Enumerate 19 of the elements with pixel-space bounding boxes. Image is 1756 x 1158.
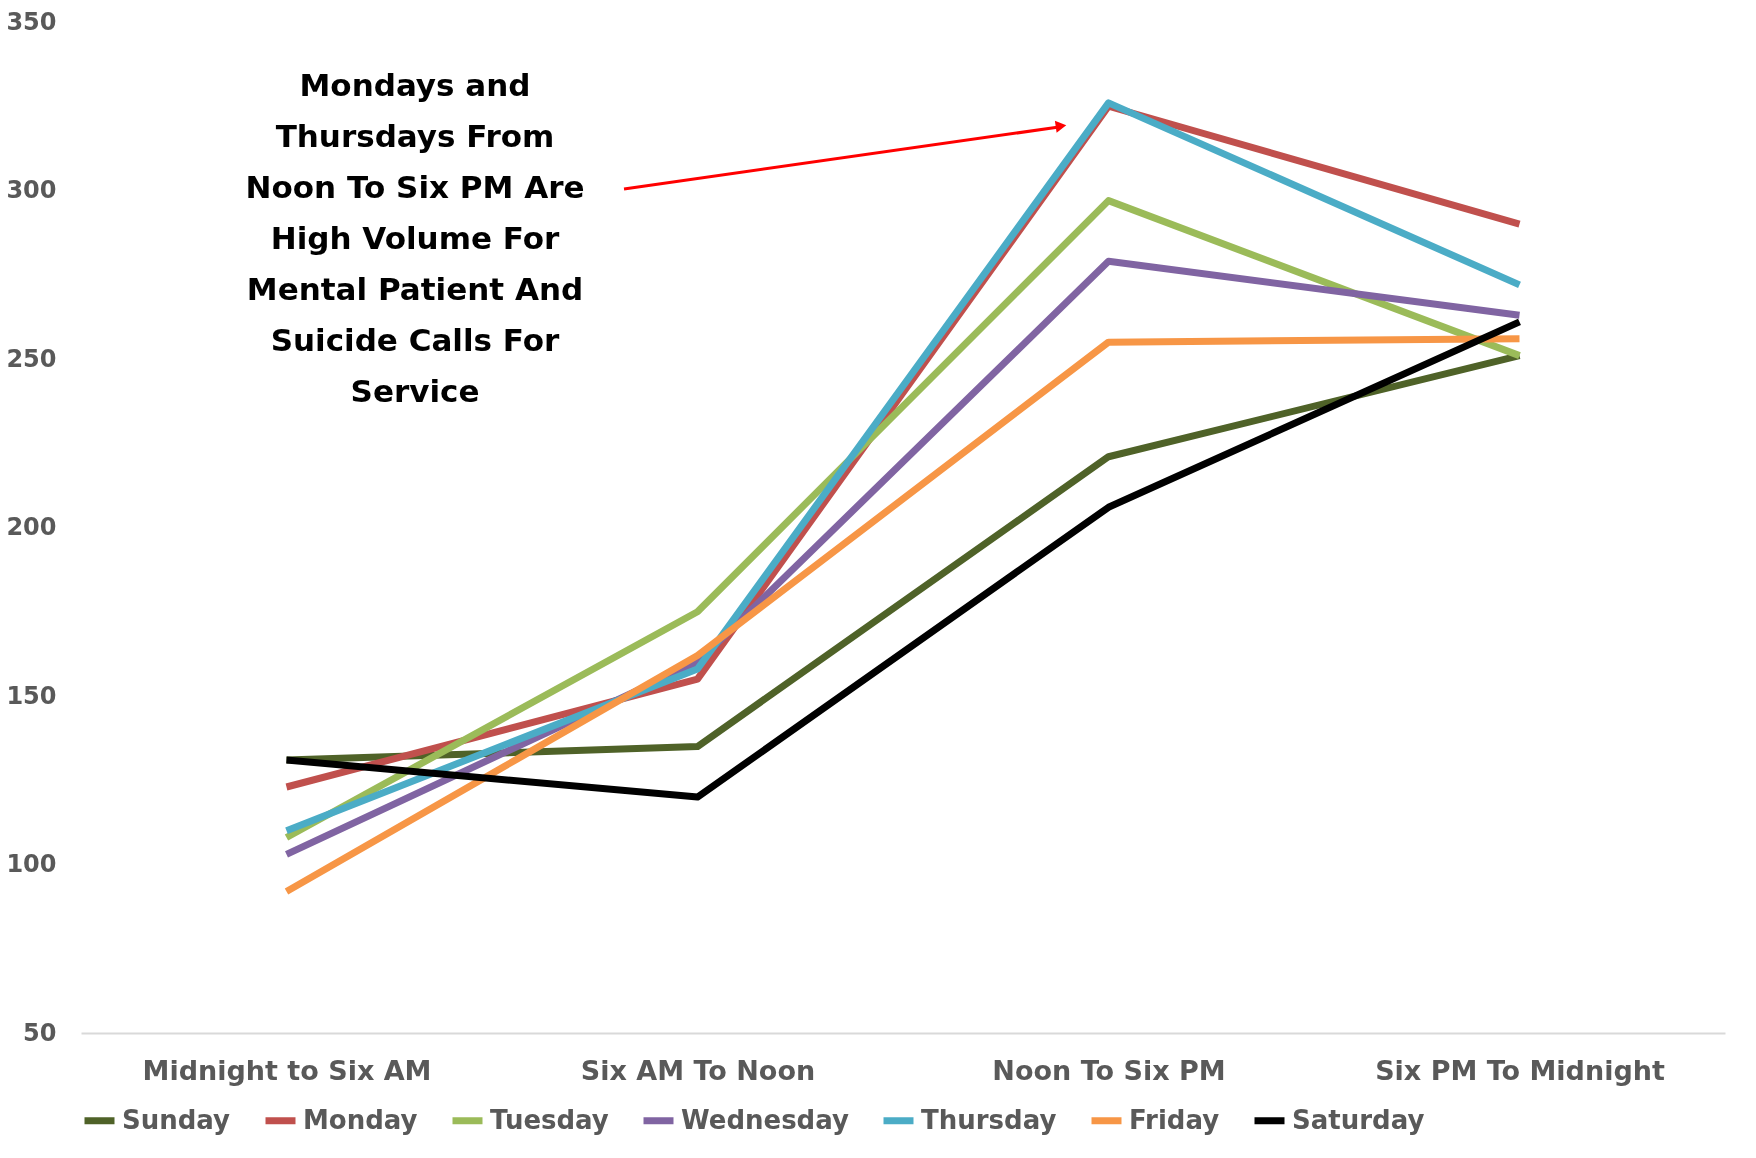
legend-label: Sunday (122, 1104, 231, 1135)
legend-label: Tuesday (490, 1104, 609, 1135)
y-tick-label: 250 (6, 344, 57, 373)
legend-label: Thursday (921, 1104, 1057, 1135)
annotation: Mondays and Thursdays From Noon To Six PM Are High Volume For Mental Patient And Suicide Calls For Service (245, 67, 585, 409)
x-tick-label: Midnight to Six AM (142, 1054, 432, 1086)
y-tick-label: 300 (6, 176, 57, 204)
legend-label: Friday (1129, 1104, 1220, 1135)
y-tick-label: 200 (6, 513, 57, 541)
y-tick-label: 150 (6, 681, 57, 710)
x-tick-label: Six AM To Noon (580, 1054, 816, 1086)
x-tick-label: Six PM To Midnight (1375, 1054, 1665, 1086)
legend-label: Saturday (1292, 1104, 1425, 1135)
y-tick-label: 100 (6, 850, 57, 878)
x-tick-label: Noon To Six PM (992, 1054, 1226, 1086)
legend-label: Wednesday (681, 1104, 849, 1135)
y-tick-label: 350 (6, 7, 57, 36)
legend-label: Monday (303, 1104, 418, 1135)
y-tick-label: 50 (23, 1018, 57, 1047)
